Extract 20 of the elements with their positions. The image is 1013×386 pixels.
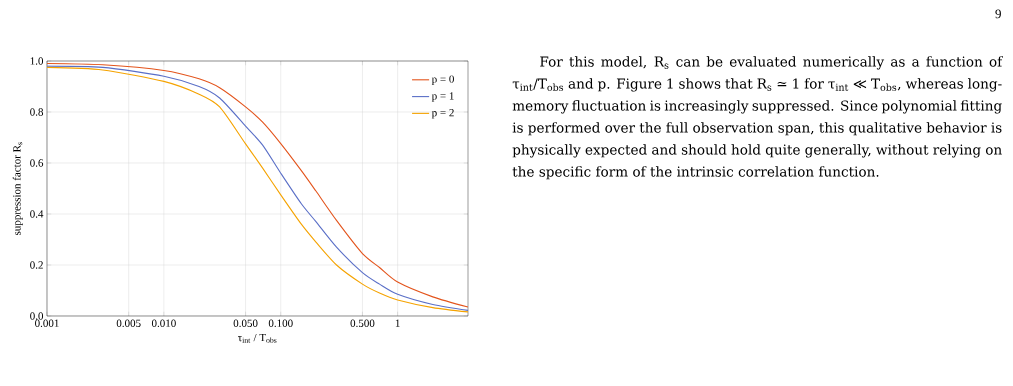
x-tick-label: 0.001	[35, 319, 59, 328]
y-tick-label: 1.0	[30, 57, 44, 65]
x-tick-label: 0.100	[268, 319, 293, 328]
y-tick-label: 0.4	[30, 210, 44, 218]
y-axis-title: suppression factor R$_{s}$	[12, 142, 23, 236]
y-tick-label: 0.0	[30, 312, 44, 320]
y-tick-label: 0.8	[30, 108, 44, 116]
legend-label: p = 2	[431, 108, 454, 119]
x-tick-label: 0.005	[116, 319, 141, 328]
x-axis-title: τ$_{int}$ / T$_{obs}$	[237, 333, 277, 343]
x-tick-label: 0.500	[350, 319, 375, 328]
legend-label: p = 1	[431, 92, 454, 102]
x-tick-label: 0.050	[233, 319, 258, 328]
text: 9	[995, 9, 1001, 19]
text: For this model, R$_{s}$ can be evaluated numerically as a function of τ$_{int}$/T$_{obs}$ and p. Figure 1 shows that R$_{s}$ ≃ 1 for τ$_{int}$ ≪ T$_{obs}$, whereas long-memory fluctuation is increasingly suppressed. Since polynomial fitting is performed over the full observation span, this qualitative behavior is physically expected and should hold quite generally, without relying on the specific form of the intrinsic correlation function.	[512, 56, 1004, 180]
legend-label: p = 0	[431, 75, 454, 86]
y-tick-label: 0.6	[30, 159, 44, 167]
x-tick-label: 1	[395, 319, 400, 327]
y-tick-label: 0.2	[30, 261, 43, 269]
x-tick-label: 0.010	[151, 319, 176, 328]
